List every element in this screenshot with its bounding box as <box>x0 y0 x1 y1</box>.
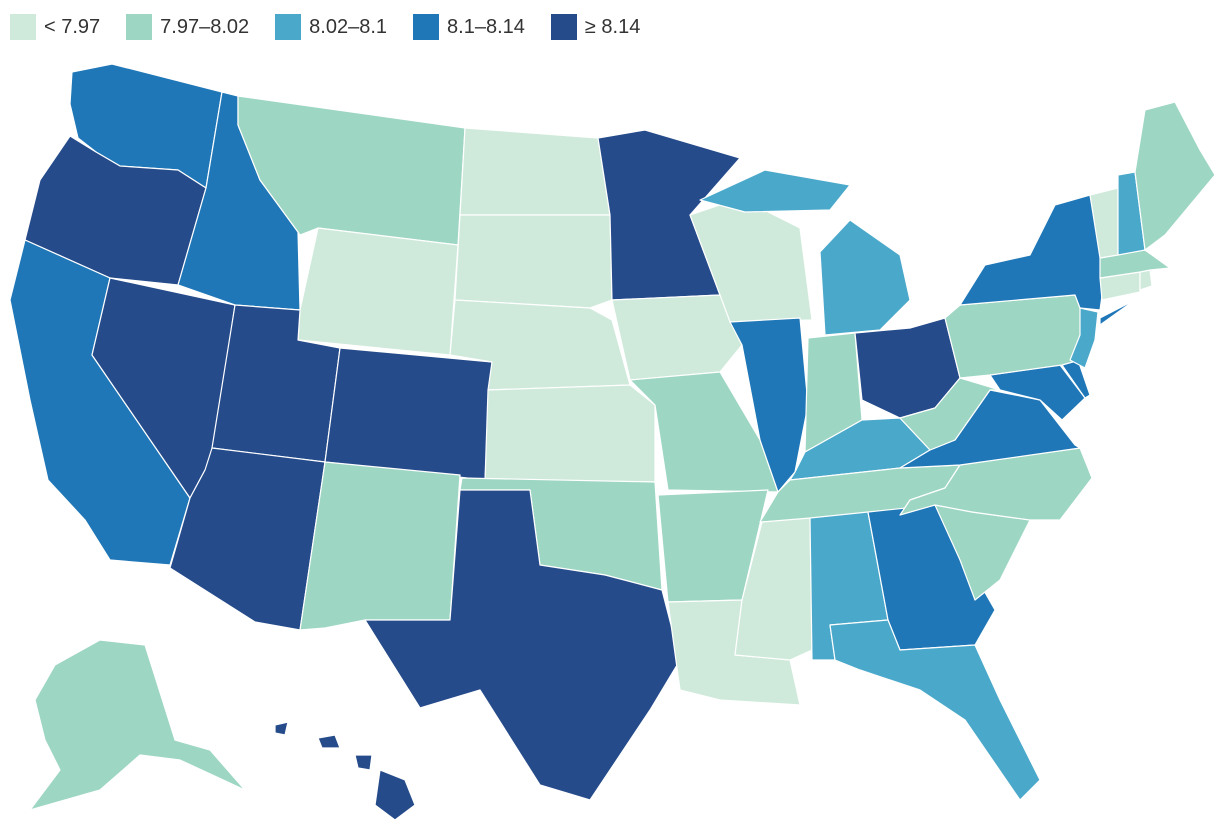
legend-label: 8.1–8.14 <box>447 15 525 38</box>
state-IA[interactable] <box>611 294 743 381</box>
legend-label: 7.97–8.02 <box>160 15 250 38</box>
legend-item: < 7.97 <box>10 14 100 40</box>
state-SD[interactable] <box>454 214 613 309</box>
state-RI[interactable] <box>1139 269 1153 291</box>
legend-label: 8.02–8.1 <box>309 15 388 38</box>
legend-swatch <box>413 14 440 40</box>
legend-item: ≥ 8.14 <box>550 14 641 40</box>
state-HI[interactable] <box>274 721 416 821</box>
state-AK[interactable] <box>29 639 246 811</box>
state-MI[interactable] <box>699 169 911 336</box>
state-ND[interactable] <box>459 127 611 216</box>
state-FL[interactable] <box>829 619 1041 801</box>
legend-item: 8.02–8.1 <box>275 14 387 40</box>
state-CO[interactable] <box>324 347 493 481</box>
legend: < 7.97 7.97–8.02 8.02–8.1 8.1–8.14 ≥ 8.1… <box>10 14 666 40</box>
state-WV[interactable] <box>899 377 1001 451</box>
legend-swatch <box>126 14 153 40</box>
legend-label: ≥ 8.14 <box>584 15 641 38</box>
state-ME[interactable] <box>1134 101 1216 251</box>
state-NJ[interactable] <box>1069 307 1099 369</box>
legend-item: 8.1–8.14 <box>413 14 525 40</box>
state-IL[interactable] <box>729 317 809 493</box>
legend-item: 7.97–8.02 <box>126 14 249 40</box>
legend-swatch <box>10 14 36 40</box>
state-NC[interactable] <box>899 447 1093 521</box>
legend-label: < 7.97 <box>44 15 101 38</box>
state-NY[interactable] <box>959 194 1136 326</box>
state-KS[interactable] <box>484 384 656 483</box>
state-TX[interactable] <box>364 489 681 801</box>
state-NM[interactable] <box>299 461 461 631</box>
state-WY[interactable] <box>297 227 459 356</box>
legend-swatch <box>275 14 302 40</box>
legend-swatch <box>550 14 577 40</box>
